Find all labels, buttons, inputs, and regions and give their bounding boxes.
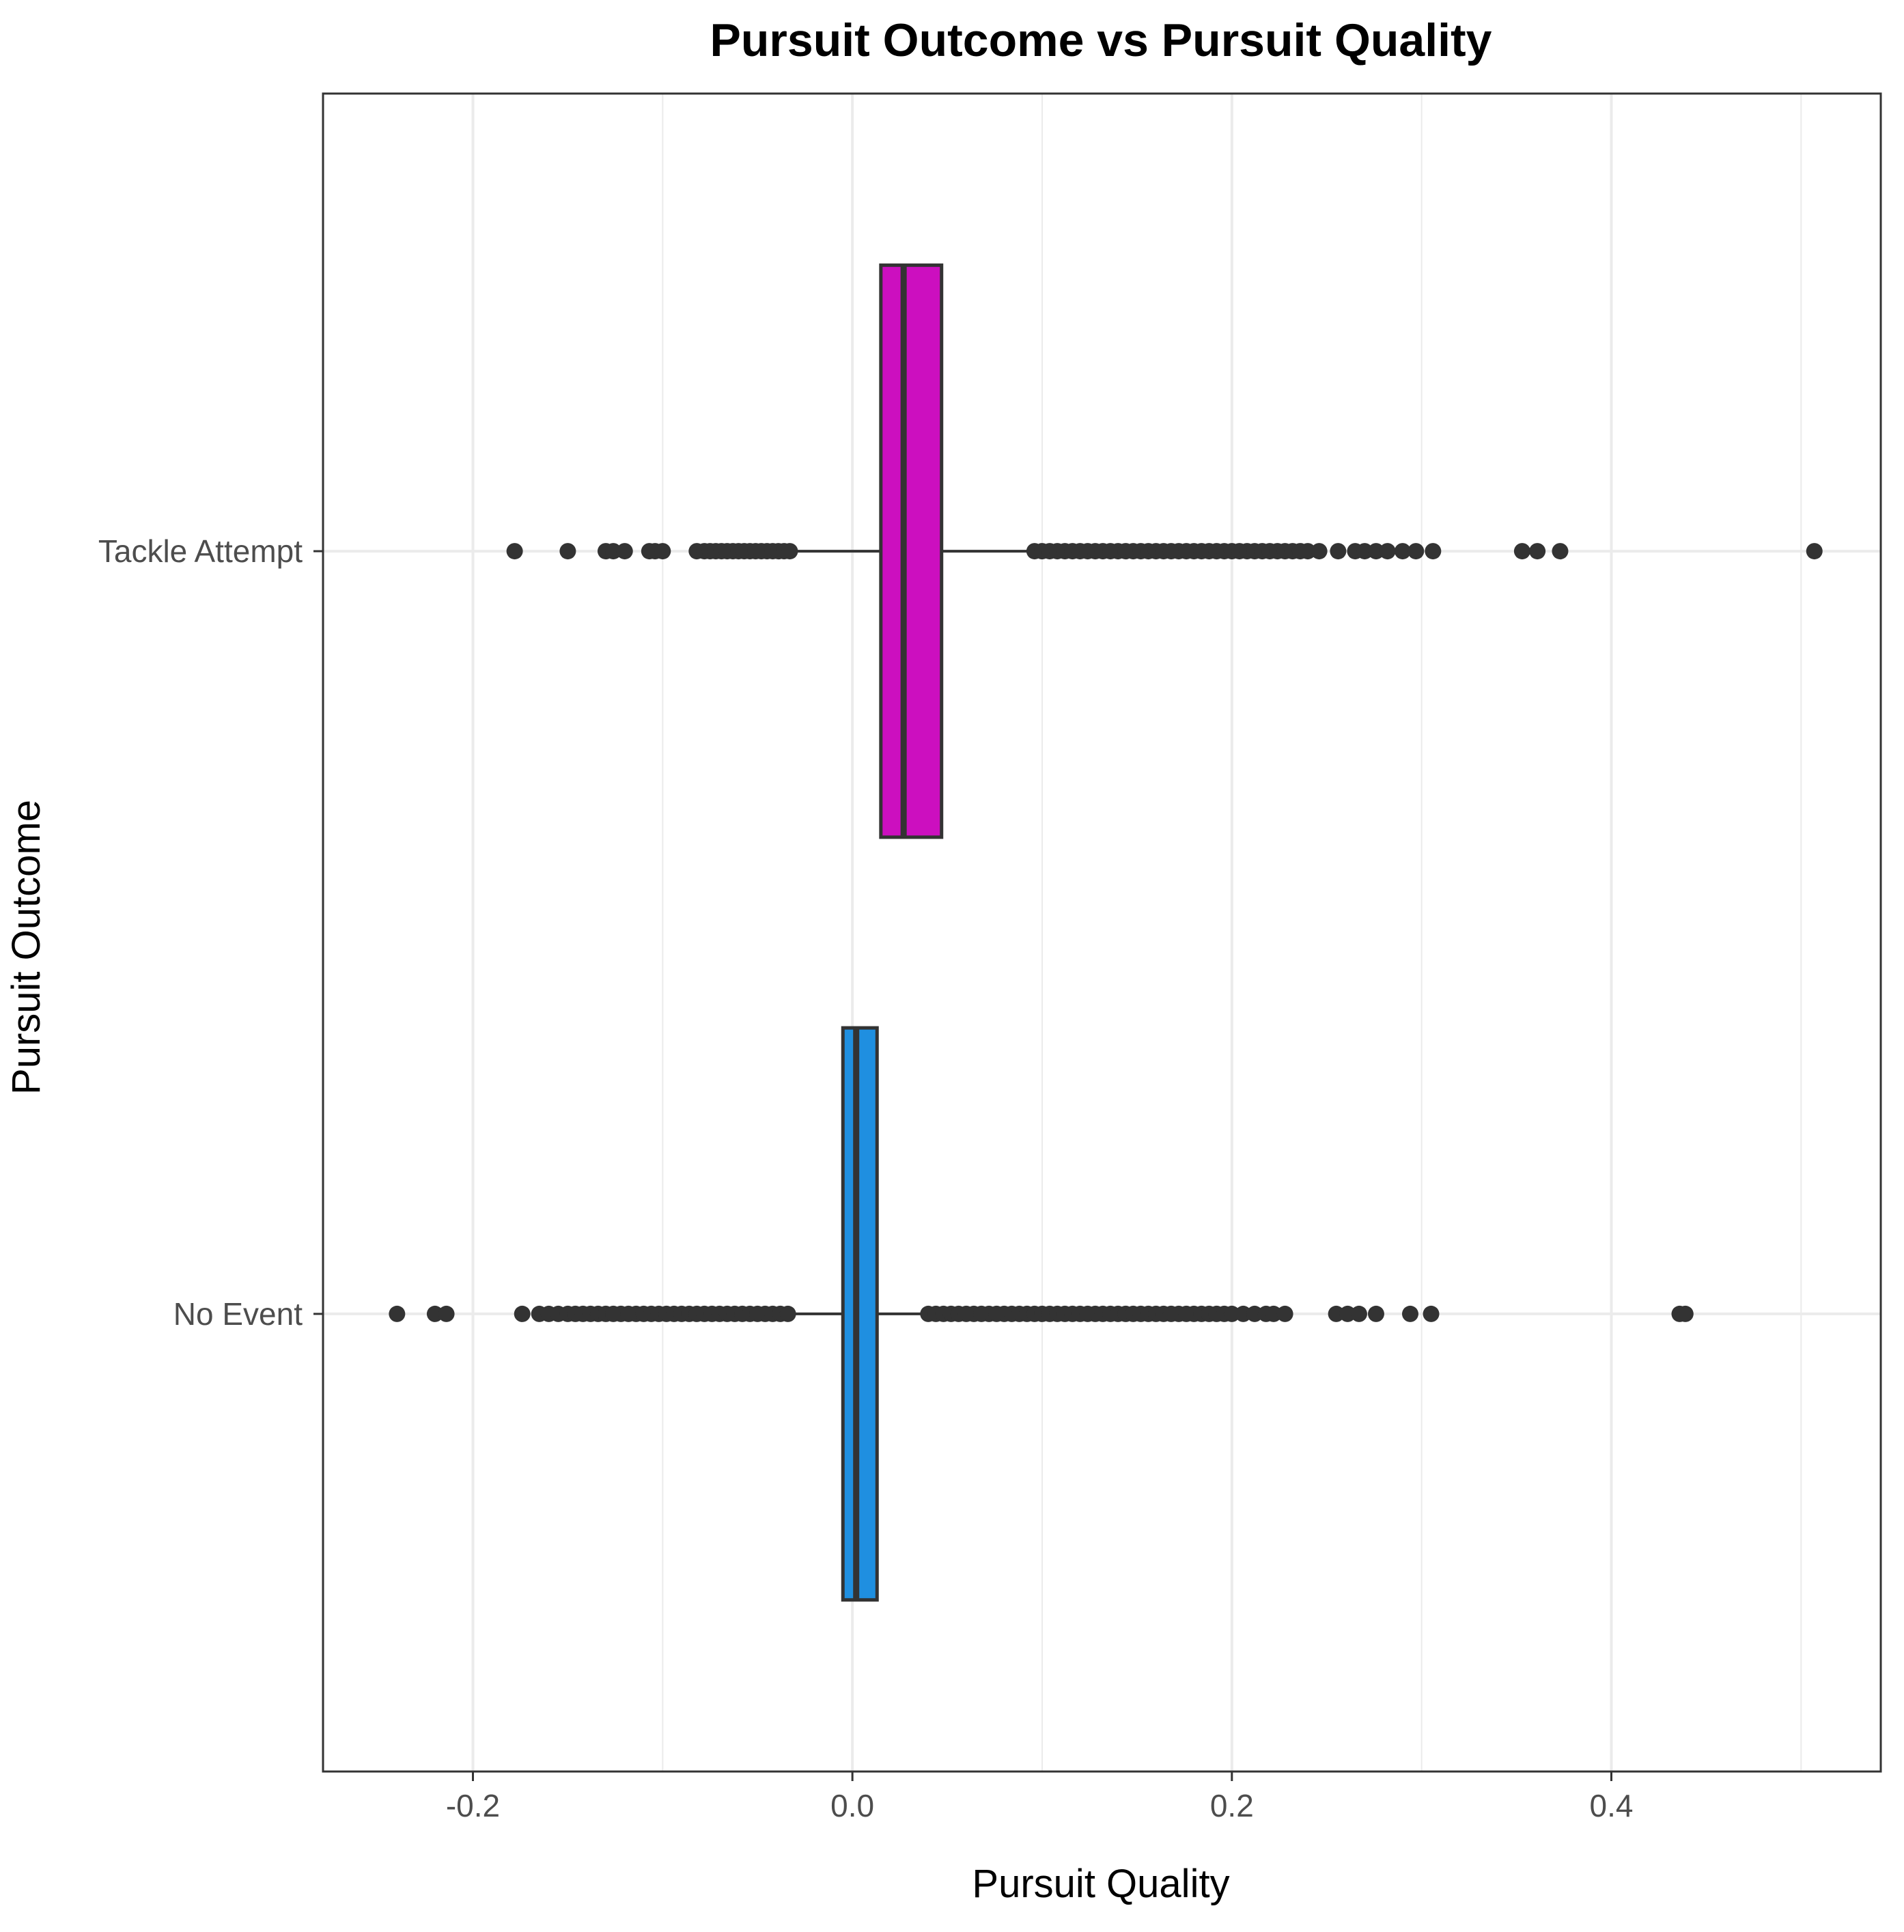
outlier-point [1806,543,1823,560]
outlier-point [1379,543,1396,560]
outlier-point [1367,1305,1384,1322]
outlier-point [1339,1305,1356,1322]
outlier-point [605,543,622,560]
outlier-point [1350,1305,1367,1322]
y-tick-label: No Event [173,1296,303,1332]
outlier-point [1552,543,1569,560]
outlier-point [1235,1305,1252,1322]
outlier-point [1356,543,1373,560]
outlier-point [438,1305,455,1322]
chart-title: Pursuit Outcome vs Pursuit Quality [710,14,1492,66]
outlier-point [389,1305,406,1322]
outlier-point [1311,543,1328,560]
boxplot-no-event [389,1026,1694,1602]
outlier-point [781,543,798,560]
boxplot-tackle-attempt [506,263,1823,839]
y-axis-title: Pursuit Outcome [4,800,48,1095]
x-tick-label: 0.0 [830,1788,874,1823]
outlier-point [514,1305,531,1322]
outlier-point [1394,543,1411,560]
outlier-point [1276,1305,1293,1322]
box [879,263,944,839]
outlier-point [1529,543,1546,560]
plot-panel [323,94,1881,1772]
outlier-point [1513,543,1530,560]
outlier-point [1401,1305,1418,1322]
outlier-point [1425,543,1442,560]
outlier-point [1328,1305,1345,1322]
x-tick-label: 0.2 [1210,1788,1254,1823]
axis-layer: -0.2 0.0 0.2 0.4 Tackle Attempt No Event [98,533,1634,1823]
outlier-point [1223,1305,1240,1322]
outlier-point [1246,1305,1263,1322]
outlier-point [779,1305,796,1322]
outlier-point [1677,1305,1694,1322]
outlier-point [616,543,633,560]
outlier-point [1408,543,1425,560]
outlier-point [1367,543,1384,560]
outlier-point [1330,543,1347,560]
y-tick-label: Tackle Attempt [98,533,303,569]
box [841,1026,879,1602]
box-layer [389,263,1823,1602]
outlier-point [506,543,523,560]
outlier-point [1423,1305,1440,1322]
x-axis-title: Pursuit Quality [972,1862,1229,1906]
x-tick-label: 0.4 [1590,1788,1634,1823]
outlier-point [1265,1305,1282,1322]
outlier-point [654,543,671,560]
outlier-point [1299,543,1316,560]
outlier-point [559,543,576,560]
plot-border [322,92,1882,1773]
x-tick-label: -0.2 [446,1788,500,1823]
outlier-point [426,1305,443,1322]
